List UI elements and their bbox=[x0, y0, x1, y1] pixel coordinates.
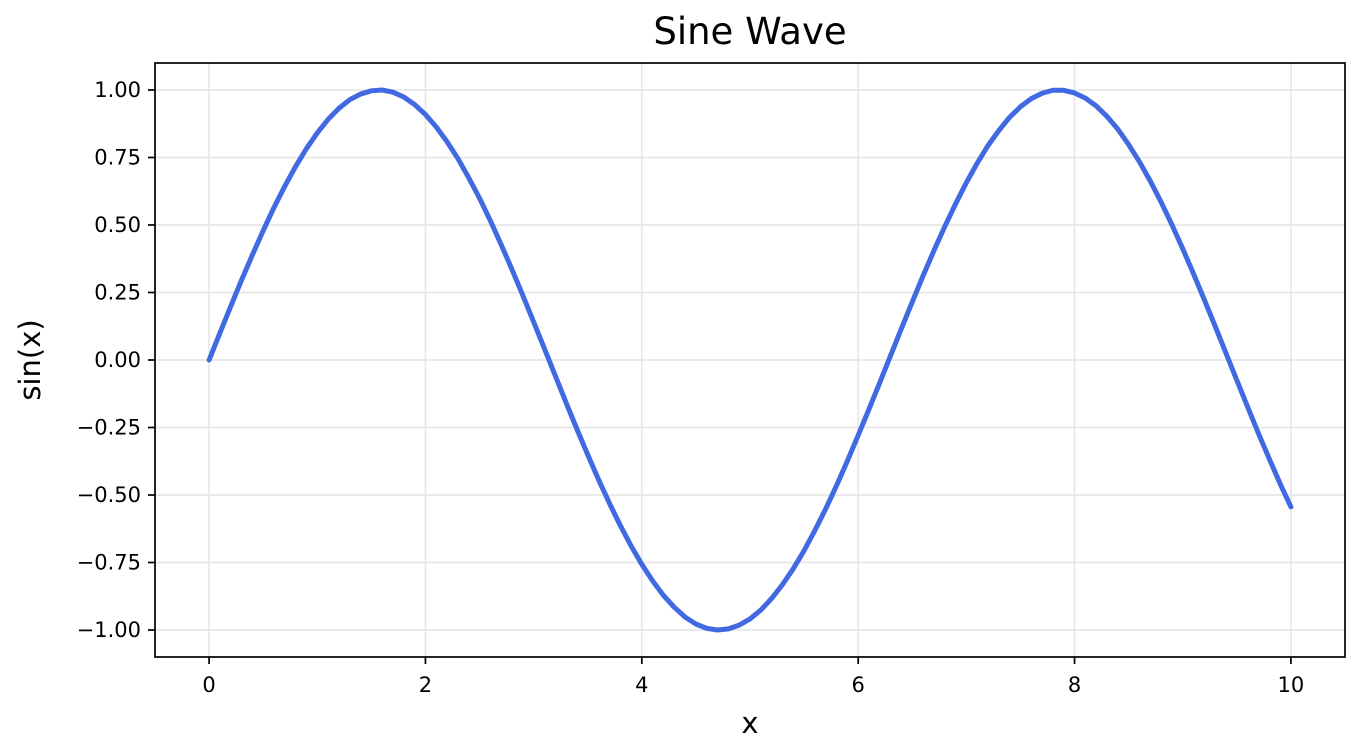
axes-spines bbox=[154, 62, 1346, 658]
y-axis-label: sin(x) bbox=[13, 319, 47, 400]
tick-layer: 0 2 4 6 8 10 1.00 0.75 0.50 0.25 0.00 −0.25 −0.50 −0.… bbox=[77, 78, 1305, 697]
x-axis-label: x bbox=[741, 706, 758, 740]
y-tick-label: −0.25 bbox=[77, 416, 141, 440]
series-layer bbox=[206, 87, 1294, 633]
x-tick-label: 4 bbox=[635, 673, 648, 697]
y-tick-label: 0.75 bbox=[94, 146, 141, 170]
y-tick-label: −0.75 bbox=[77, 551, 141, 575]
x-tick-label: 6 bbox=[851, 673, 864, 697]
sine-line bbox=[206, 87, 1294, 633]
grid-layer bbox=[155, 63, 1345, 657]
x-tick-label: 0 bbox=[202, 673, 215, 697]
x-tick-label: 10 bbox=[1278, 673, 1305, 697]
x-tick-label: 8 bbox=[1068, 673, 1081, 697]
y-tick-label: −0.50 bbox=[77, 483, 141, 507]
x-tick-label: 2 bbox=[419, 673, 432, 697]
y-tick-label: 0.25 bbox=[94, 281, 141, 305]
y-tick-label: −1.00 bbox=[77, 618, 141, 642]
y-tick-label: 1.00 bbox=[94, 78, 141, 102]
chart-title: Sine Wave bbox=[653, 10, 846, 53]
y-tick-label: 0.50 bbox=[94, 213, 141, 237]
y-tick-label: 0.00 bbox=[94, 348, 141, 372]
